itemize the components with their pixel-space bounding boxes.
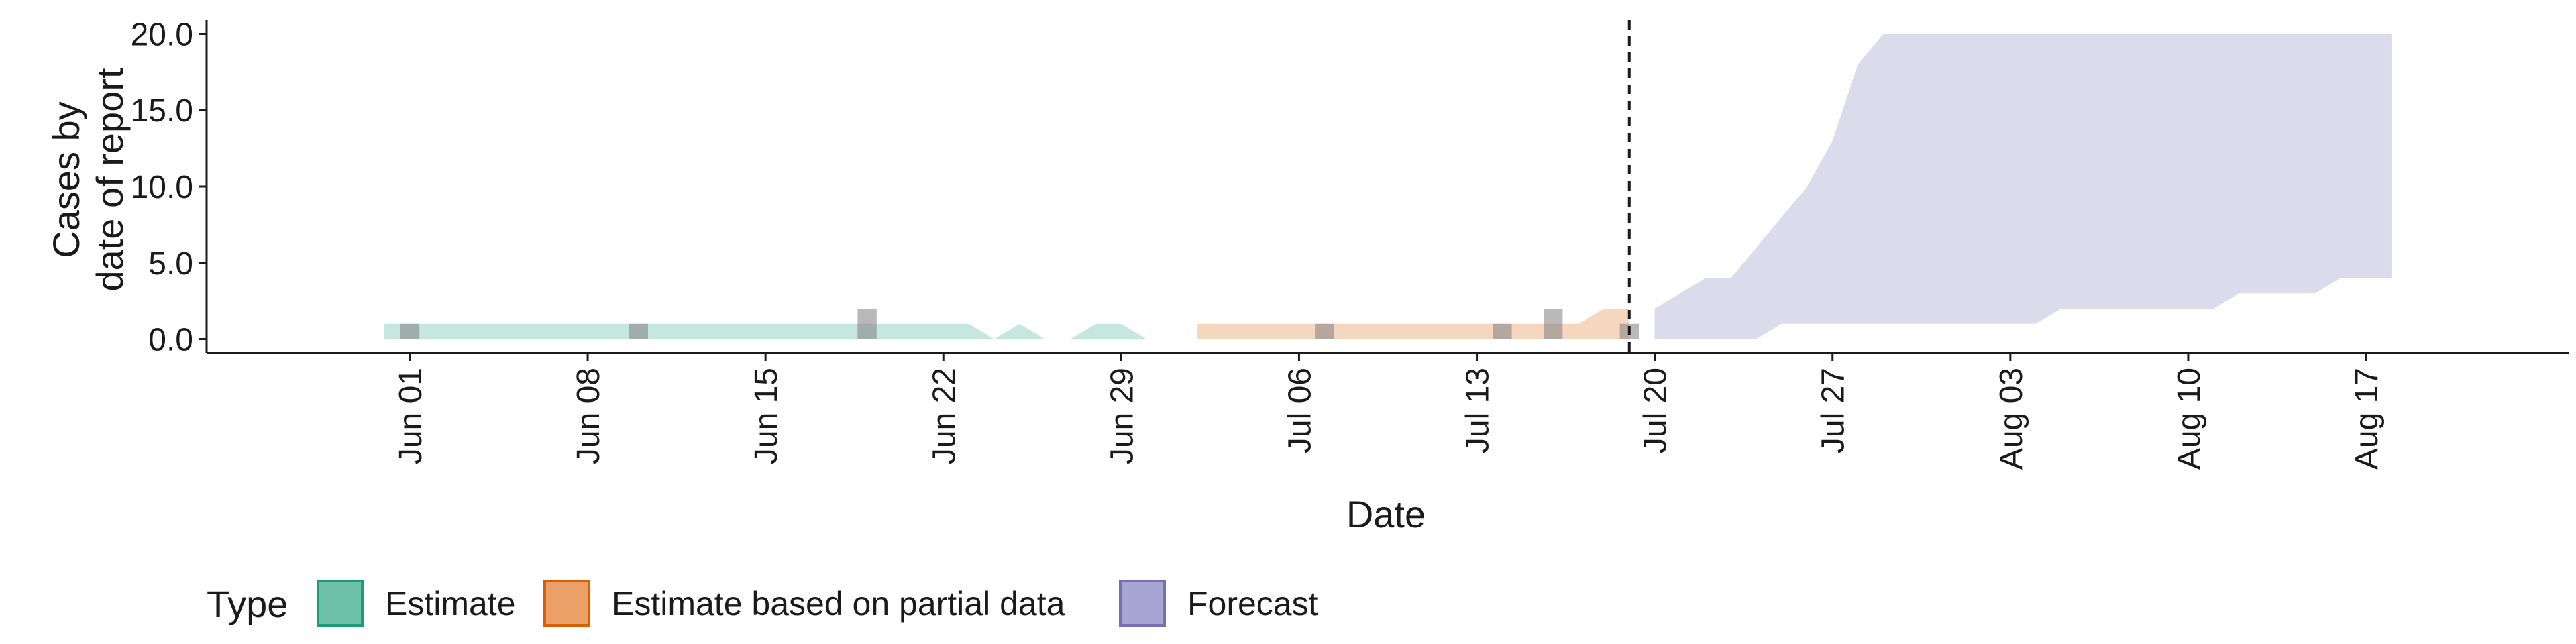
legend-key-estimate — [317, 580, 364, 627]
x-tick-label: Jun 29 — [1104, 368, 1140, 464]
legend-title: Type — [207, 583, 288, 625]
legend-label-forecast: Forecast — [1187, 585, 1318, 623]
y-tick-label: 15.0 — [131, 93, 193, 129]
band-forecast — [1654, 34, 2392, 339]
x-tick-label: Jul 27 — [1816, 368, 1851, 453]
y-axis-title: Cases by date of report — [45, 68, 131, 292]
legend-key-forecast — [1119, 580, 1166, 627]
x-tick-label: Aug 17 — [2349, 368, 2385, 470]
reported-case-bar — [1315, 323, 1334, 339]
x-tick-label: Jul 13 — [1460, 368, 1496, 453]
legend: Type Estimate Estimate based on partial … — [207, 580, 1318, 627]
y-tick-label: 10.0 — [131, 170, 193, 205]
y-tick-label: 0.0 — [148, 323, 193, 358]
x-tick-label: Jun 22 — [926, 368, 962, 464]
reported-case-bar — [629, 323, 648, 339]
x-tick-label: Jul 20 — [1638, 368, 1674, 453]
x-tick-label: Aug 03 — [1994, 368, 2029, 470]
forecast-bands-layer — [384, 34, 2392, 339]
x-tick-label: Jul 06 — [1282, 368, 1318, 453]
y-axis-title-line-1: Cases by — [45, 101, 87, 258]
x-tick-label: Aug 10 — [2171, 368, 2207, 470]
reported-case-bar — [857, 309, 877, 339]
x-axis-title: Date — [1346, 493, 1426, 535]
y-tick-label: 20.0 — [131, 17, 193, 52]
y-axis-title-line-2: date of report — [89, 68, 131, 292]
band-estimate — [384, 323, 1173, 339]
x-tick-label: Jun 01 — [393, 368, 429, 464]
legend-label-estimate: Estimate — [385, 585, 516, 623]
reported-case-bar — [1493, 323, 1512, 339]
legend-label-estimate-partial: Estimate based on partial data — [612, 585, 1065, 623]
legend-key-estimate-partial — [543, 580, 590, 627]
axes — [199, 20, 2569, 361]
reported-case-bar — [1544, 309, 1563, 339]
band-estimate-partial — [1197, 309, 1629, 339]
x-tick-label: Jun 08 — [571, 368, 606, 464]
tick-labels: 0.0 5.0 10.0 15.0 20.0 Jun 01 Jun 08 Jun 15 Jun … — [131, 17, 2385, 470]
x-tick-label: Jun 15 — [749, 368, 784, 464]
reported-case-bar — [400, 323, 420, 339]
y-tick-label: 5.0 — [148, 246, 193, 282]
